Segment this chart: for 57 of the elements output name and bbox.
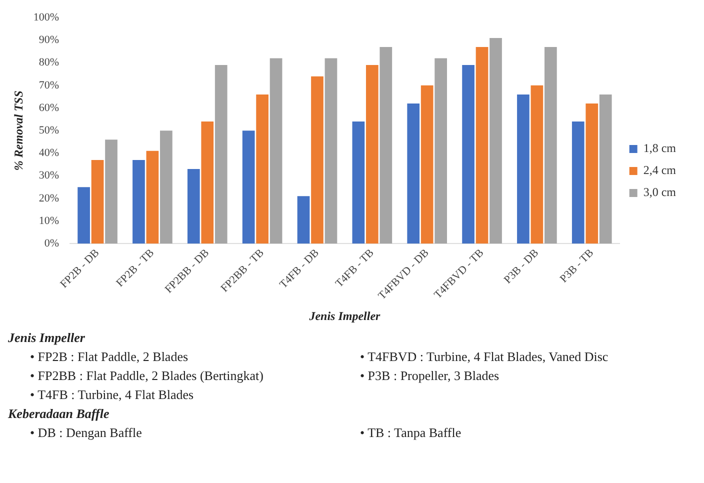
- bar: [462, 65, 474, 244]
- text: • T4FBVD : Turbine, 4 Flat Blades, Vaned Disc: [360, 348, 610, 366]
- bar: [352, 122, 365, 244]
- text: • FP2BB : Flat Paddle, 2 Blades (Bertingkat): [30, 367, 264, 385]
- bar: [366, 65, 378, 244]
- bar: [434, 58, 448, 244]
- y-tick-label: 100%: [33, 11, 60, 24]
- text: • TB : Tanpa Baffle: [360, 424, 462, 442]
- bar: [476, 46, 488, 244]
- bar: [91, 160, 104, 244]
- bar: [544, 46, 557, 244]
- x-tick-label: P3B - TB: [558, 246, 596, 286]
- bar: [214, 65, 228, 244]
- bar: [242, 130, 255, 244]
- legend-label: 1,8 cm: [643, 141, 677, 156]
- text: • DB : Dengan Baffle: [30, 424, 143, 442]
- bar: [530, 85, 544, 244]
- bar: [146, 150, 159, 244]
- bar: [599, 94, 612, 244]
- bar: [517, 94, 530, 244]
- y-tick-label: 30%: [38, 170, 60, 182]
- bar: [105, 140, 118, 244]
- text: Jenis Impeller: [8, 329, 86, 347]
- bar: [324, 58, 338, 244]
- bar: [256, 94, 268, 244]
- y-axis-title: % Removal TSS: [11, 90, 26, 171]
- bar: [270, 58, 282, 244]
- bar: [586, 103, 598, 244]
- y-tick-label: 40%: [38, 147, 60, 160]
- x-tick-label: P3B - DB: [502, 246, 542, 286]
- bar: [201, 122, 214, 244]
- y-tick-label: 20%: [38, 192, 60, 204]
- y-tick-label: 60%: [38, 102, 60, 114]
- bar: [160, 130, 172, 244]
- bar: [420, 85, 434, 244]
- bar: [407, 103, 420, 244]
- bar: [380, 46, 392, 244]
- bar: [572, 122, 584, 244]
- y-tick-label: 50%: [38, 124, 60, 136]
- text: • P3B : Propeller, 3 Blades: [360, 367, 500, 385]
- y-tick-label: 70%: [38, 79, 60, 92]
- bar: [132, 160, 145, 244]
- text: Keberadaan Baffle: [8, 405, 110, 423]
- y-tick-label: 10%: [38, 214, 60, 227]
- legend-label: 3,0 cm: [643, 185, 677, 200]
- x-axis-title: Jenis Impeller: [308, 308, 381, 323]
- text: • T4FB : Turbine, 4 Flat Blades: [30, 386, 195, 404]
- bar: [187, 169, 200, 244]
- bar: [78, 187, 90, 244]
- bar: [490, 38, 502, 244]
- text: • FP2B : Flat Paddle, 2 Blades: [30, 348, 190, 366]
- y-tick-label: 0%: [44, 237, 60, 250]
- y-tick-label: 80%: [38, 56, 60, 69]
- bar: [311, 76, 324, 244]
- legend-label: 2,4 cm: [643, 163, 677, 178]
- y-tick-label: 90%: [38, 34, 60, 46]
- bar: [297, 196, 310, 244]
